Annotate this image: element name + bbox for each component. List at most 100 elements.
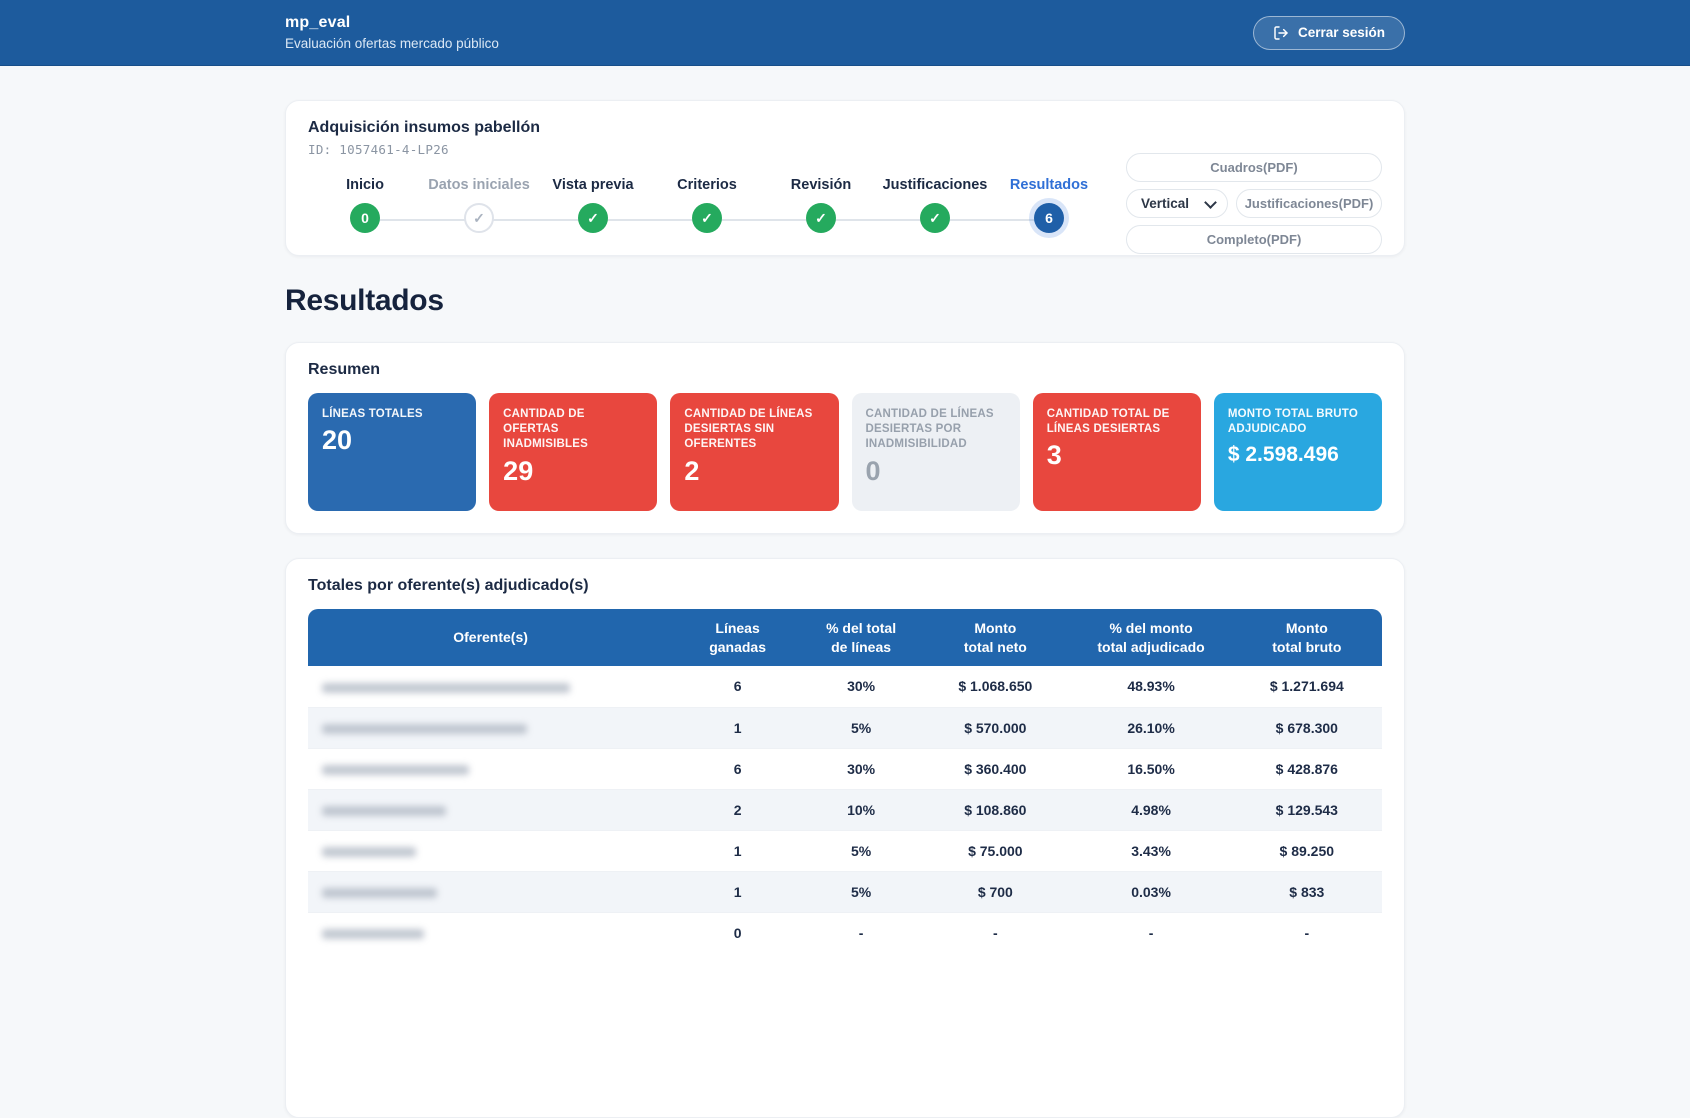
process-id: ID: 1057461-4-LP26 bbox=[308, 142, 449, 157]
check-icon[interactable]: ✓ bbox=[578, 203, 608, 233]
step-label: Resultados bbox=[1009, 177, 1089, 193]
monto-total-bruto-cell: $ 833 bbox=[1231, 870, 1382, 912]
app-title: mp_eval bbox=[285, 14, 351, 31]
tile-value: 0 bbox=[865, 455, 881, 486]
col-line: Oferente(s) bbox=[453, 629, 528, 646]
step-vista-previa[interactable]: Vista previa ✓ bbox=[536, 177, 650, 233]
stepper: Inicio 0 Datos iniciales ✓ Vista previa … bbox=[308, 177, 1106, 233]
monto-total-neto-cell: $ 1.068.650 bbox=[958, 678, 1033, 695]
tile-value: $ 2.598.496 bbox=[1227, 443, 1339, 467]
monto-total-bruto-cell: - bbox=[1231, 911, 1382, 953]
redacted-oferente-name bbox=[322, 887, 437, 898]
col-lineas-ganadas: Líneas ganadas bbox=[673, 609, 803, 666]
monto-total-bruto-cell: $ 428.876 bbox=[1231, 747, 1382, 789]
oferente-cell bbox=[308, 666, 673, 707]
totals-table-body: 6 30% $ 1.068.650 48.93% $ 1.271.694 1 5… bbox=[308, 666, 1382, 953]
check-icon[interactable]: ✓ bbox=[920, 203, 950, 233]
col-line: % del total bbox=[826, 620, 897, 637]
oferente-cell bbox=[308, 747, 674, 789]
monto-total-bruto-cell: $ 89.250 bbox=[1231, 829, 1382, 871]
table-row: 0 - - - - bbox=[308, 911, 1382, 953]
step-criterios[interactable]: Criterios ✓ bbox=[650, 177, 764, 233]
check-icon[interactable]: ✓ bbox=[464, 203, 494, 233]
pct-monto-adjudicado-cell: 0.03% bbox=[1070, 870, 1232, 912]
col-line: total neto bbox=[963, 638, 1027, 655]
justificaciones-pdf-button[interactable]: Justificaciones(PDF) bbox=[1236, 189, 1382, 218]
col-line: Monto bbox=[1285, 620, 1328, 637]
app-header: mp_eval Evaluación ofertas mercado públi… bbox=[0, 0, 1690, 66]
tile-ofertas-inadmisibles: CANTIDAD DE OFERTAS INADMISIBLES 29 bbox=[489, 393, 658, 511]
pct-monto-adjudicado-cell: - bbox=[1070, 911, 1232, 953]
col-pct-total-lineas: % del total de líneas bbox=[802, 609, 921, 666]
step-revision[interactable]: Revisión ✓ bbox=[764, 177, 878, 233]
lineas-ganadas-cell: 6 bbox=[733, 678, 742, 695]
check-icon[interactable]: ✓ bbox=[692, 203, 722, 233]
oferente-cell bbox=[308, 870, 674, 912]
summary-title: Resumen bbox=[308, 361, 381, 378]
pct-total-lineas-cell: 30% bbox=[802, 747, 921, 789]
step-inicio[interactable]: Inicio 0 bbox=[308, 177, 422, 233]
redacted-oferente-name bbox=[322, 846, 416, 857]
step-datos-iniciales[interactable]: Datos iniciales ✓ bbox=[422, 177, 536, 233]
tile-value: 3 bbox=[1046, 440, 1062, 471]
table-row: 2 10% $ 108.860 4.98% $ 129.543 bbox=[308, 788, 1382, 830]
pct-total-lineas-cell: 10% bbox=[802, 788, 921, 830]
step-circle[interactable]: 0 bbox=[350, 203, 380, 233]
col-line: Líneas bbox=[715, 620, 760, 637]
col-monto-total-neto: Monto total neto bbox=[920, 609, 1071, 666]
pct-total-lineas-cell: 5% bbox=[802, 706, 921, 748]
page-title: Resultados bbox=[285, 284, 444, 317]
summary-tiles: LÍNEAS TOTALES 20 CANTIDAD DE OFERTAS IN… bbox=[308, 393, 1383, 511]
step-justificaciones[interactable]: Justificaciones ✓ bbox=[878, 177, 992, 233]
tile-lineas-totales: LÍNEAS TOTALES 20 bbox=[308, 393, 477, 511]
orientation-select-wrap: Vertical bbox=[1126, 189, 1228, 218]
monto-total-bruto-cell: $ 1.271.694 bbox=[1269, 678, 1344, 695]
logout-button[interactable]: Cerrar sesión bbox=[1252, 15, 1405, 50]
tile-label: CANTIDAD DE OFERTAS INADMISIBLES bbox=[503, 408, 588, 451]
oferente-cell bbox=[308, 911, 674, 953]
col-line: Monto bbox=[974, 620, 1017, 637]
totals-card: Totales por oferente(s) adjudicado(s) Of… bbox=[285, 558, 1405, 1118]
pct-monto-adjudicado-cell: 26.10% bbox=[1070, 706, 1232, 748]
totals-table: Oferente(s) Líneas ganadas % del total de … bbox=[308, 609, 1382, 953]
process-title: Adquisición insumos pabellón bbox=[308, 119, 541, 136]
monto-total-neto-cell: $ 570.000 bbox=[920, 706, 1071, 748]
pct-monto-adjudicado-cell: 16.50% bbox=[1070, 747, 1232, 789]
tile-label: MONTO TOTAL BRUTO ADJUDICADO bbox=[1227, 408, 1358, 436]
totals-table-header: Oferente(s) Líneas ganadas % del total de … bbox=[308, 609, 1382, 666]
redacted-oferente-name bbox=[322, 929, 424, 940]
step-resultados[interactable]: Resultados 6 bbox=[992, 177, 1106, 233]
step-label: Datos iniciales bbox=[428, 177, 530, 193]
table-row: 1 5% $ 570.000 26.10% $ 678.300 bbox=[308, 706, 1382, 748]
oferente-cell bbox=[308, 706, 674, 748]
export-buttons: Cuadros(PDF) Vertical Justificaciones(PD… bbox=[1126, 153, 1382, 254]
table-row: 6 30% $ 1.068.650 48.93% $ 1.271.694 bbox=[308, 666, 1382, 707]
redacted-oferente-name bbox=[322, 764, 469, 775]
tile-label: CANTIDAD DE LÍNEAS DESIERTAS SIN OFERENT… bbox=[684, 408, 813, 451]
table-row: 6 30% $ 360.400 16.50% $ 428.876 bbox=[308, 747, 1382, 789]
tile-monto-total-bruto: MONTO TOTAL BRUTO ADJUDICADO $ 2.598.496 bbox=[1213, 393, 1383, 511]
oferente-cell bbox=[308, 788, 674, 830]
monto-total-bruto-cell: $ 678.300 bbox=[1231, 706, 1382, 748]
completo-pdf-button[interactable]: Completo(PDF) bbox=[1126, 225, 1382, 254]
logout-label: Cerrar sesión bbox=[1297, 25, 1385, 40]
col-line: total bruto bbox=[1272, 638, 1342, 655]
summary-card: Resumen LÍNEAS TOTALES 20 CANTIDAD DE OF… bbox=[285, 342, 1405, 534]
orientation-select[interactable]: Vertical bbox=[1126, 189, 1228, 218]
col-oferentes: Oferente(s) bbox=[308, 609, 674, 666]
pct-total-lineas-cell: 30% bbox=[847, 678, 876, 695]
check-icon[interactable]: ✓ bbox=[806, 203, 836, 233]
monto-total-neto-cell: - bbox=[920, 911, 1071, 953]
oferente-cell bbox=[308, 829, 674, 871]
step-circle[interactable]: 6 bbox=[1034, 203, 1064, 233]
cuadros-pdf-button[interactable]: Cuadros(PDF) bbox=[1126, 153, 1382, 182]
lineas-ganadas-cell: 1 bbox=[673, 870, 803, 912]
monto-total-bruto-cell: $ 129.543 bbox=[1231, 788, 1382, 830]
tile-value: 2 bbox=[684, 455, 700, 486]
redacted-oferente-name bbox=[322, 805, 446, 816]
lineas-ganadas-cell: 2 bbox=[673, 788, 803, 830]
monto-total-neto-cell: $ 700 bbox=[920, 870, 1071, 912]
monto-total-neto-cell: $ 75.000 bbox=[920, 829, 1071, 871]
pct-total-lineas-cell: - bbox=[802, 911, 921, 953]
monto-total-neto-cell: $ 108.860 bbox=[920, 788, 1071, 830]
